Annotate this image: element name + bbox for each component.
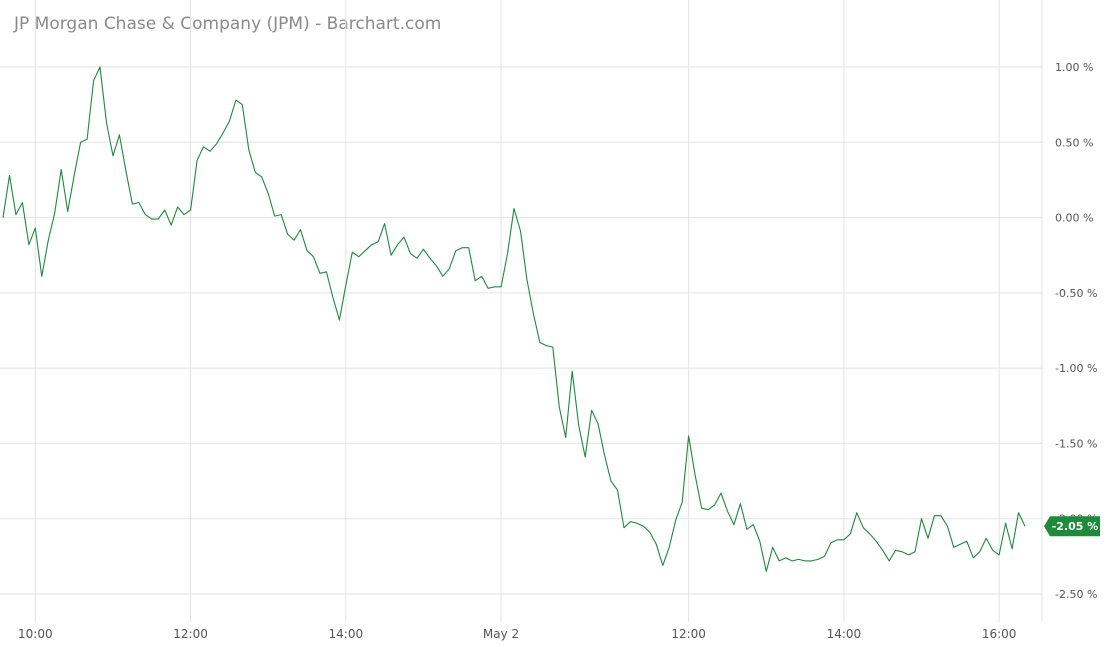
series-line (2, 66, 1026, 572)
x-tick-label: 10:00 (18, 627, 53, 641)
y-tick-label: -1.00 % (1055, 362, 1097, 375)
series-layer (2, 66, 1026, 572)
x-tick-label: 14:00 (827, 627, 862, 641)
y-tick-label: 1.00 % (1055, 61, 1093, 74)
y-tick-label: -2.50 % (1055, 588, 1097, 601)
chart-title: JP Morgan Chase & Company (JPM) - Barcha… (13, 14, 441, 34)
x-tick-label: 12:00 (671, 627, 706, 641)
axis-labels: 1.00 % 0.50 % 0.00 % -0.50 % -1.00 % -1.50 % -… (18, 61, 1097, 641)
x-tick-label: 12:00 (173, 627, 208, 641)
x-tick-label: 14:00 (329, 627, 364, 641)
last-value-badge-shape (1044, 516, 1100, 537)
last-value-label: -2.05 % (1052, 520, 1099, 533)
x-tick-label: 16:00 (982, 627, 1017, 641)
grid (0, 0, 1043, 622)
y-tick-label: -1.50 % (1055, 437, 1097, 450)
y-tick-label: -0.50 % (1055, 287, 1097, 300)
last-value-badge: -2.05 % (1044, 516, 1100, 537)
x-tick-label: May 2 (483, 627, 519, 641)
y-tick-label: 0.00 % (1055, 212, 1093, 225)
y-tick-label: 0.50 % (1055, 136, 1093, 149)
